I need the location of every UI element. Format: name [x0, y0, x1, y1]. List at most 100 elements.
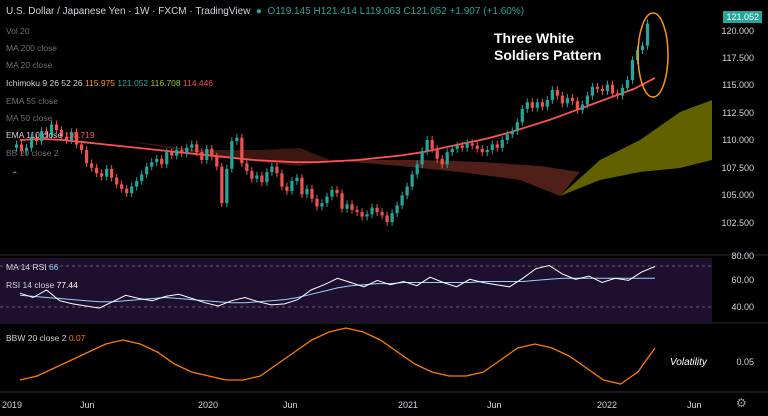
candle-body — [160, 158, 164, 165]
candle-body — [225, 168, 229, 204]
ichimoku-label: Ichimoku 9 26 52 26 — [6, 78, 83, 88]
indicator-ma-20[interactable]: MA 20 close — [6, 60, 53, 70]
candle-body — [485, 149, 489, 153]
candle-body — [80, 144, 84, 150]
candle-body — [195, 144, 199, 153]
rsi-value: 77.44 — [56, 280, 78, 290]
candle-body — [190, 144, 194, 148]
candle-body — [515, 122, 519, 132]
candle-body — [230, 141, 234, 169]
price-tick: 115.000 — [722, 80, 754, 90]
candle-body — [315, 198, 319, 207]
ichimoku-cloud — [120, 100, 712, 196]
rsi-ma-legend[interactable]: MA 14 RSI 66 — [6, 262, 58, 273]
candle-body — [565, 97, 569, 104]
candle-body — [345, 204, 349, 209]
time-tick: Jun — [80, 400, 95, 410]
candle-body — [455, 145, 459, 149]
collapse-chevron-icon[interactable]: ⌃ — [11, 170, 19, 180]
ichimoku-value-2: 121.052 — [117, 78, 149, 88]
last-price-badge: 121.052 — [723, 11, 762, 23]
candle-body — [150, 162, 154, 167]
candle-body — [410, 174, 414, 187]
candle-body — [365, 214, 369, 217]
candle-body — [570, 97, 574, 102]
candle-body — [360, 212, 364, 217]
cloud-bearish — [330, 160, 580, 196]
candle-body — [90, 163, 94, 168]
candle-body — [245, 163, 249, 172]
candle-body — [145, 166, 149, 175]
indicator-ema-110[interactable]: EMA 110 close 110.719 — [6, 130, 95, 141]
candle-body — [500, 139, 504, 148]
time-tick: 2019 — [2, 400, 23, 410]
candle-body — [120, 184, 124, 189]
candle-body — [220, 166, 224, 204]
candle-body — [295, 177, 299, 182]
candle-body — [480, 148, 484, 153]
candle-body — [525, 102, 529, 109]
rsi-tick: 80.00 — [731, 251, 754, 261]
candle-body — [255, 175, 259, 179]
candle-body — [260, 175, 264, 183]
rsi-ma-value: 66 — [49, 262, 59, 272]
candle-body — [250, 171, 254, 179]
price-tick: 120.000 — [721, 26, 754, 36]
time-tick: 2020 — [198, 400, 219, 410]
candle-body — [180, 149, 184, 154]
candle-body — [395, 205, 399, 214]
indicator-bb-20[interactable]: BB 20 close 2 — [6, 148, 59, 158]
candle-body — [185, 147, 189, 154]
indicator-ma-50[interactable]: MA 50 close — [6, 113, 53, 123]
candle-body — [550, 90, 554, 101]
price-tick: 107.500 — [721, 163, 754, 173]
candle-body — [44, 131, 49, 135]
candle-body — [265, 172, 269, 183]
candle-body — [105, 168, 109, 177]
candle-body — [305, 188, 309, 195]
chart-grid — [0, 254, 768, 393]
candle-body — [140, 174, 144, 182]
candle-body — [325, 196, 329, 204]
bbw-label: BBW 20 close 2 — [6, 333, 67, 343]
ema-110-label: EMA 110 close — [6, 130, 63, 140]
candle-body — [530, 102, 534, 108]
settings-gear-icon[interactable]: ⚙ — [736, 396, 747, 410]
candle-body — [165, 152, 169, 165]
candle-body — [95, 167, 99, 174]
candle-body — [440, 158, 444, 165]
rsi-ma-line — [19, 277, 655, 304]
indicator-ichimoku[interactable]: Ichimoku 9 26 52 26 115.975 121.052 116.… — [6, 78, 213, 89]
volatility-label: Volatility — [670, 357, 707, 368]
candle-body — [640, 45, 645, 51]
candle-body — [545, 100, 549, 107]
candle-body — [110, 168, 114, 178]
rsi-legend[interactable]: RSI 14 close 77.44 — [6, 280, 78, 291]
indicator-vol-20[interactable]: Vol 20 — [6, 26, 30, 36]
candle-body — [270, 166, 274, 173]
candle-body — [375, 207, 379, 213]
candle-body — [215, 156, 219, 167]
time-tick: 2022 — [597, 400, 618, 410]
price-tick: 102.500 — [721, 218, 754, 228]
candle-body — [510, 131, 514, 135]
indicator-ma-200[interactable]: MA 200 close — [6, 43, 58, 53]
bbw-legend[interactable]: BBW 20 close 2 0.07 — [6, 333, 85, 344]
candle-body — [125, 188, 129, 194]
candle-body — [320, 203, 324, 207]
candle-body — [495, 144, 499, 148]
rsi-panel — [19, 264, 656, 309]
candle-body — [69, 132, 74, 140]
chart-header: U.S. Dollar / Japanese Yen · 1W · FXCM ·… — [6, 6, 525, 17]
candle-body — [425, 139, 429, 152]
indicator-ema-55[interactable]: EMA 55 close — [6, 96, 58, 106]
candle-body — [155, 158, 159, 163]
price-tick: 110.000 — [722, 135, 754, 145]
rsi-tick: 60.00 — [731, 275, 754, 285]
candle-body — [385, 215, 389, 223]
candle-body — [445, 152, 449, 165]
rsi-label: RSI 14 close — [6, 280, 55, 290]
candle-body — [600, 88, 605, 92]
ichimoku-value-3: 116.708 — [150, 78, 181, 88]
